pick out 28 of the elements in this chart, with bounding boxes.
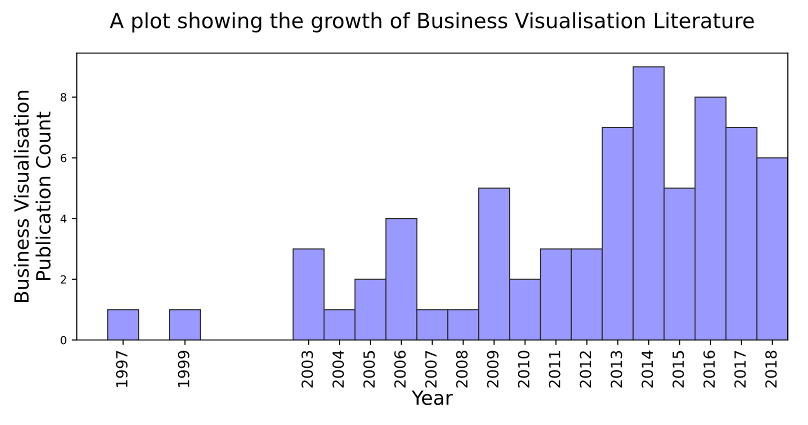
x-tick-label: 2008 xyxy=(456,350,468,388)
x-tick-label: 2017 xyxy=(734,351,746,388)
y-tick-label: 4 xyxy=(60,214,66,223)
bar xyxy=(107,309,140,340)
y-tick-label: 0 xyxy=(60,336,66,344)
x-tick-label: 1999 xyxy=(178,350,190,387)
x-tick-label: 2004 xyxy=(332,350,344,388)
x-tick-label: 2005 xyxy=(363,351,375,388)
chart-title: A plot showing the growth of Business Visualisation Literature xyxy=(110,12,754,32)
x-tick-label: 2016 xyxy=(703,350,715,388)
x-tick-label: 2018 xyxy=(765,350,777,388)
x-tick-label: 2015 xyxy=(672,351,684,388)
x-tick-label: 1997 xyxy=(116,351,128,387)
y-axis-title: Business Visualisation Publication Count xyxy=(14,90,51,302)
x-tick-label: 2012 xyxy=(580,351,592,388)
x-tick-label: 2014 xyxy=(642,350,654,388)
x-axis-title: Year xyxy=(412,390,453,406)
x-tick-label: 2006 xyxy=(394,350,406,388)
x-tick-label: 2007 xyxy=(425,351,437,388)
x-tick-label: 2013 xyxy=(610,350,622,388)
bar xyxy=(168,309,201,340)
x-tick-label: 2011 xyxy=(548,351,560,388)
y-tick-label: 8 xyxy=(60,93,66,102)
x-tick-label: 2003 xyxy=(302,350,314,388)
y-tick-label: 2 xyxy=(60,275,66,284)
y-tick-label: 6 xyxy=(60,154,66,162)
x-tick-label: 2010 xyxy=(518,350,530,388)
x-tick-label: 2009 xyxy=(486,350,499,388)
